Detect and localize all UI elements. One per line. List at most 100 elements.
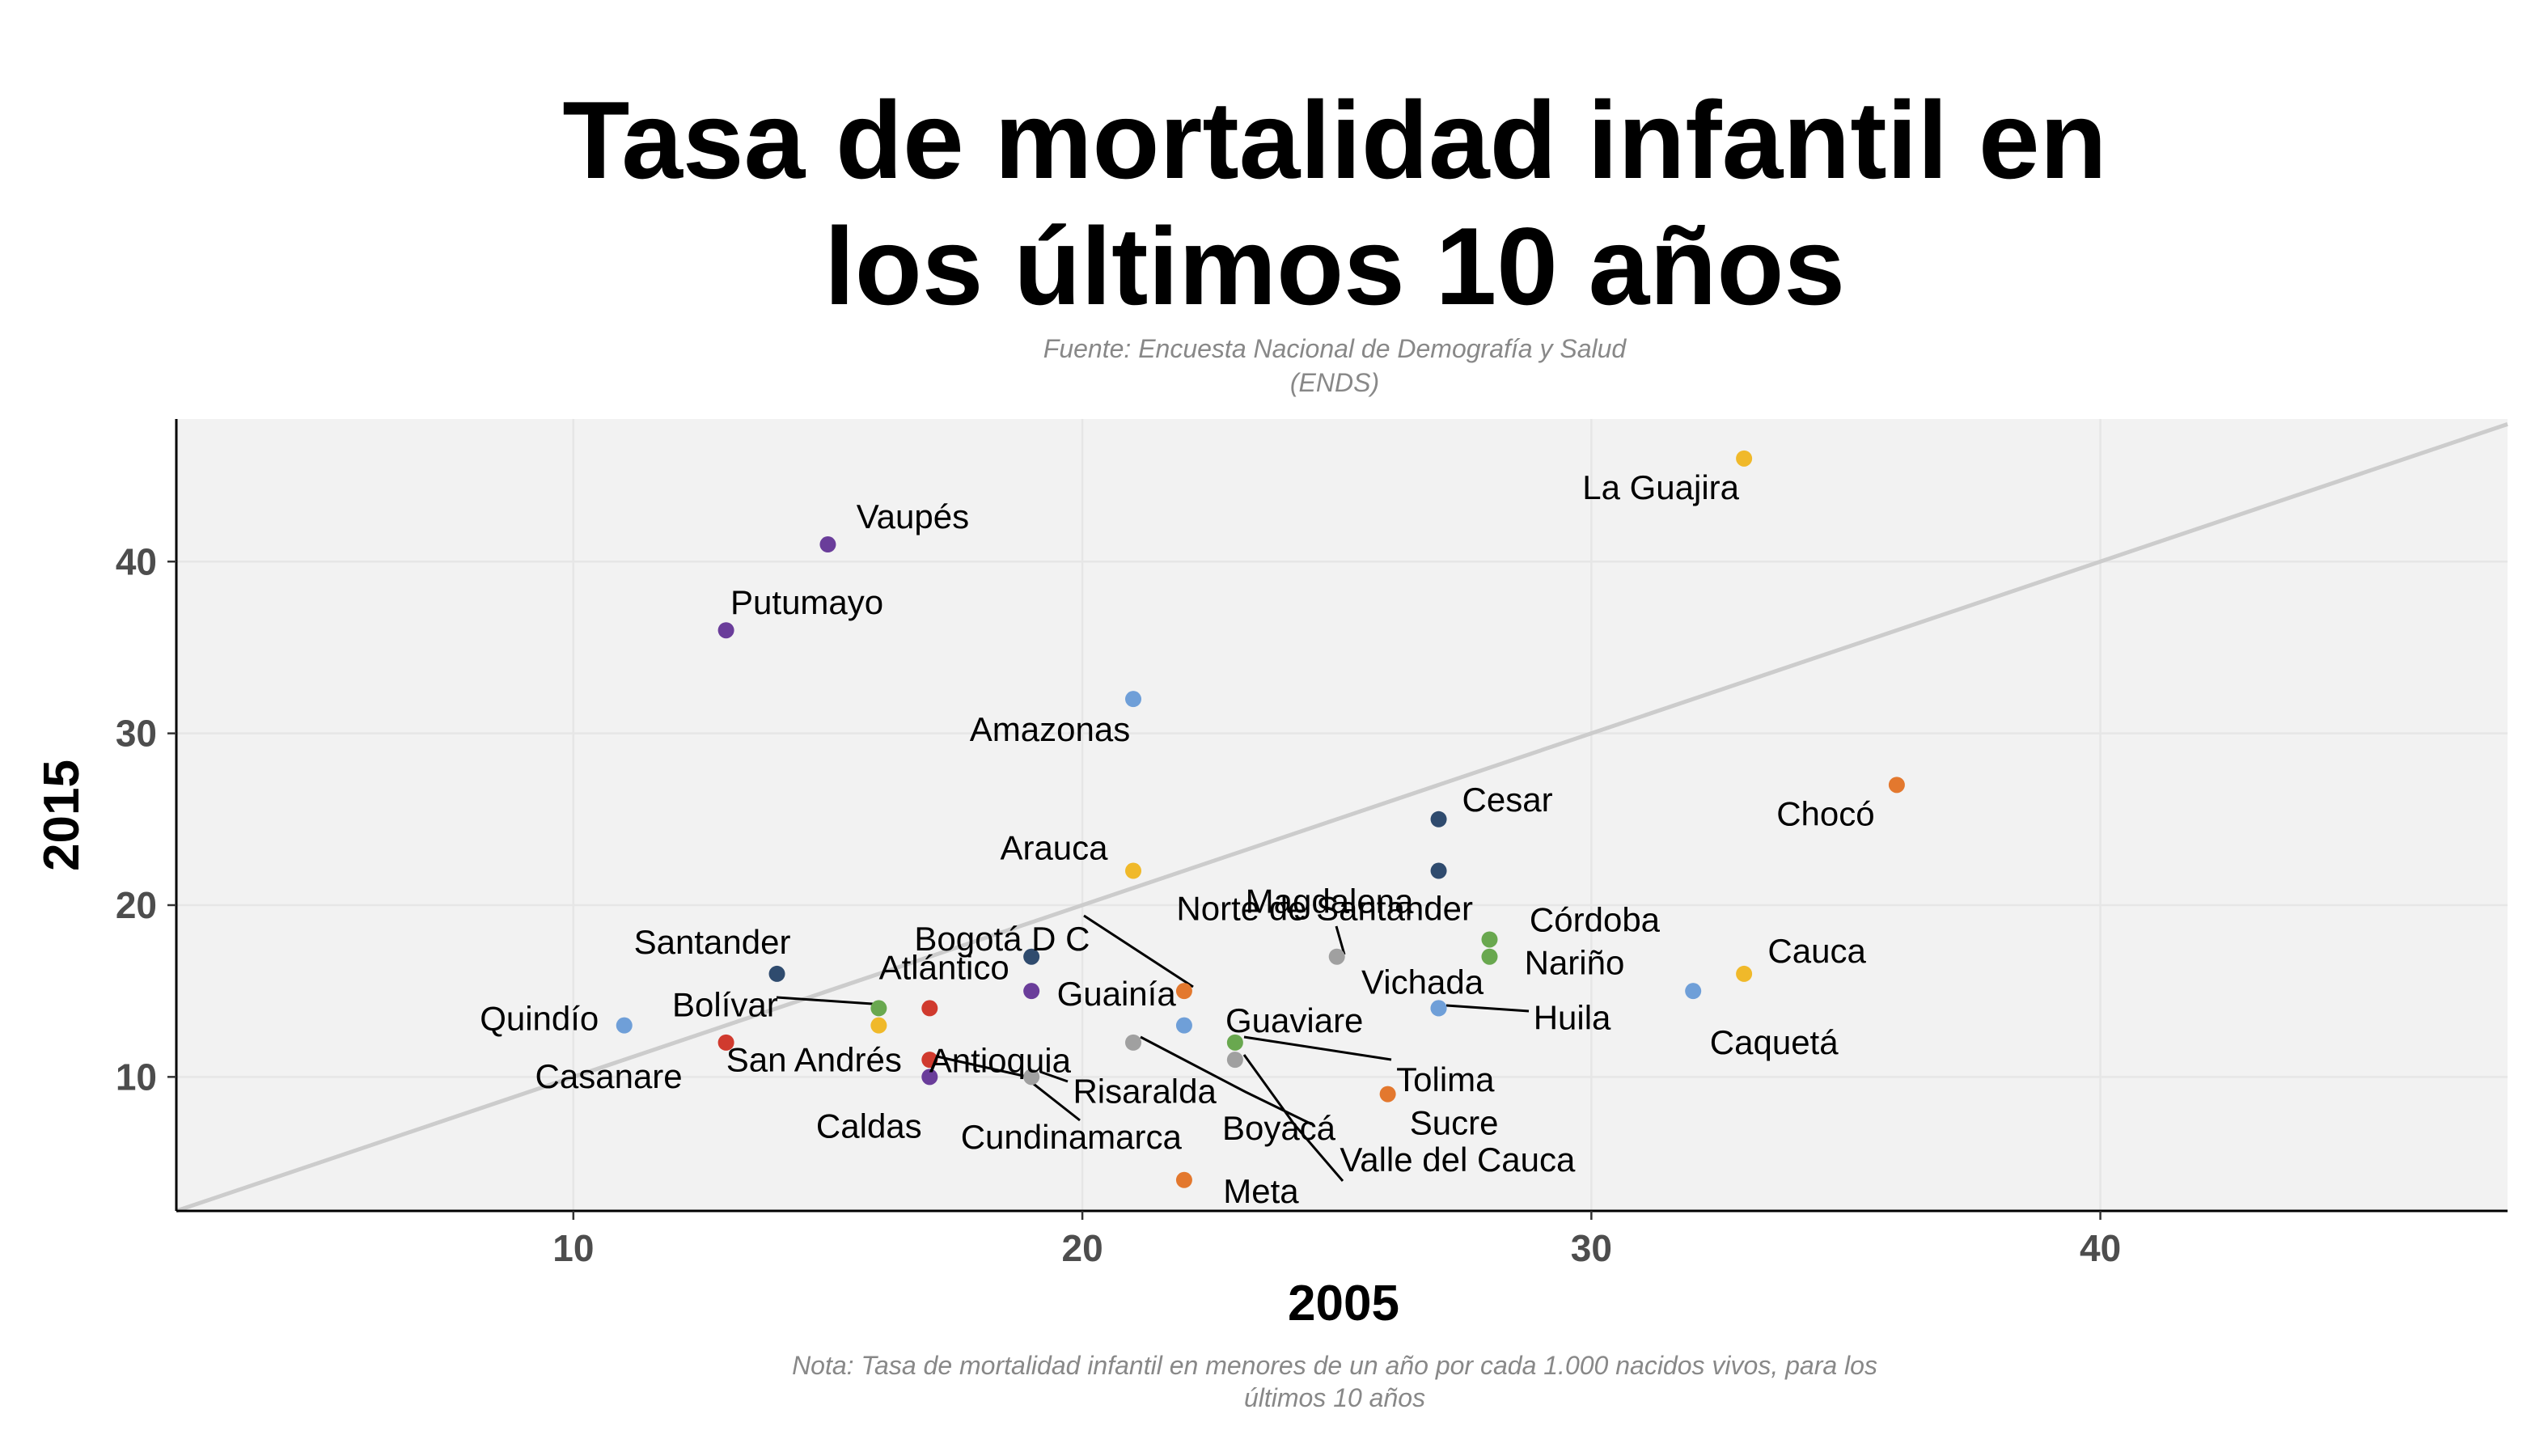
leader-line-norte-de-santander: [1335, 925, 1346, 955]
point-bogota-d-c: [1175, 983, 1192, 1000]
label-magdalena: Magdalena: [1246, 882, 1414, 921]
leader-line-bolivar: [776, 996, 885, 1006]
label-cundinamarca: Cundinamarca: [961, 1118, 1183, 1156]
point-norte-de-santander: [1328, 948, 1345, 965]
label-risaralda: Risaralda: [1073, 1072, 1217, 1110]
chart-subtitle-line-1: Fuente: Encuesta Nacional de Demografía …: [1043, 334, 1627, 363]
point-vaupes: [819, 536, 836, 553]
point-caldas: [921, 1069, 938, 1086]
point-cauca: [1736, 965, 1753, 982]
chart-caption-line-1: Nota: Tasa de mortalidad infantil en men…: [792, 1351, 1877, 1380]
point-putumayo: [717, 622, 734, 639]
y-axis-title: 2015: [34, 760, 90, 871]
point-amazonas: [1125, 691, 1142, 708]
label-choco: Chocó: [1776, 794, 1874, 832]
label-valle-del-cauca: Valle del Cauca: [1340, 1141, 1576, 1179]
leader-line-risaralda: [1039, 1070, 1069, 1083]
chart-caption: Nota: Tasa de mortalidad infantil en men…: [0, 1349, 2548, 1414]
point-cundinamarca: [921, 1052, 938, 1069]
label-guaviare: Guaviare: [1225, 1001, 1363, 1039]
label-narino: Nariño: [1525, 944, 1625, 982]
label-guainia: Guainía: [1057, 975, 1177, 1013]
label-arauca: Arauca: [1000, 829, 1108, 867]
leader-line-huila: [1445, 1004, 1530, 1013]
label-norte-de-santander: Norte de Santander: [1176, 890, 1473, 928]
point-meta: [1175, 1171, 1192, 1188]
point-cordoba: [1481, 931, 1498, 948]
point-tolima: [1226, 1034, 1243, 1051]
label-vaupes: Vaupés: [857, 497, 969, 535]
point-san-andres: [921, 1000, 938, 1017]
point-atlantico: [1023, 948, 1040, 965]
point-magdalena: [1430, 862, 1447, 879]
x-tick-label-20: 20: [1061, 1227, 1103, 1269]
point-guainia: [1023, 983, 1040, 1000]
x-tick-label-30: 30: [1571, 1227, 1612, 1269]
label-amazonas: Amazonas: [970, 710, 1130, 748]
label-cauca: Cauca: [1767, 932, 1866, 970]
leader-line-bogota-d-c: [1083, 914, 1194, 988]
point-sucre: [1379, 1086, 1396, 1103]
chart-subtitle-line-2: (ENDS): [1289, 368, 1380, 397]
x-tick-label-40: 40: [2080, 1227, 2121, 1269]
point-guaviare: [1175, 1017, 1192, 1034]
label-bogota-d-c: Bogotá D C: [914, 920, 1090, 958]
chart-subtitle: Fuente: Encuesta Nacional de Demografía …: [0, 332, 2548, 400]
y-tick-label-40: 40: [116, 540, 157, 582]
label-caqueta: Caquetá: [1710, 1023, 1839, 1061]
label-antioquia: Antioquia: [929, 1042, 1072, 1080]
x-axis-title: 2005: [1288, 1276, 1399, 1331]
label-san-andres: San Andrés: [726, 1040, 902, 1078]
point-arauca: [1125, 862, 1142, 879]
label-sucre: Sucre: [1410, 1104, 1499, 1142]
label-leader-lines: [776, 914, 1530, 1182]
y-tick-label-20: 20: [116, 884, 157, 926]
label-boyaca: Boyacá: [1222, 1109, 1336, 1147]
leader-line-tolima: [1243, 1035, 1392, 1061]
y-tick-label-30: 30: [116, 713, 157, 755]
point-caqueta: [1685, 983, 1702, 1000]
label-santander: Santander: [634, 923, 791, 961]
data-points: [616, 450, 1905, 1188]
point-risaralda: [1023, 1069, 1040, 1086]
label-la-guajira: La Guajira: [1582, 468, 1739, 506]
point-choco: [1888, 777, 1905, 794]
label-tolima: Tolima: [1396, 1060, 1495, 1098]
chart-title-line-1: Tasa de mortalidad infantil en: [562, 78, 2107, 201]
point-cesar: [1430, 811, 1447, 827]
label-huila: Huila: [1534, 998, 1611, 1036]
point-huila: [1430, 1000, 1447, 1017]
reference-line-group: [176, 422, 2508, 1213]
chart-title-line-2: los últimos 10 años: [823, 205, 1846, 328]
label-caldas: Caldas: [816, 1107, 922, 1145]
point-valle-del-cauca: [1226, 1052, 1243, 1069]
leader-line-boyaca: [1140, 1035, 1313, 1126]
label-meta: Meta: [1223, 1172, 1299, 1210]
leader-line-valle-del-cauca: [1242, 1054, 1344, 1182]
label-atlantico: Atlántico: [879, 949, 1009, 987]
identity-reference-line: [176, 422, 2508, 1213]
point-narino: [1481, 948, 1498, 965]
label-quindio: Quindío: [480, 1000, 599, 1038]
point-antioquia: [870, 1017, 887, 1034]
leader-line-cundinamarca: [936, 1055, 1081, 1122]
point-bolivar: [870, 1000, 887, 1017]
point-casanare: [717, 1034, 734, 1051]
grid-lines: [176, 419, 2508, 1211]
chart-caption-line-2: últimos 10 años: [1243, 1383, 1426, 1412]
axes: 10 20 30 40 10 20 30 40: [116, 419, 2508, 1269]
label-vichada: Vichada: [1361, 963, 1484, 1001]
point-quindio: [616, 1017, 633, 1034]
label-putumayo: Putumayo: [730, 583, 883, 621]
point-la-guajira: [1736, 450, 1753, 467]
label-cesar: Cesar: [1462, 781, 1553, 819]
y-tick-label-10: 10: [116, 1056, 157, 1098]
chart-title: Tasa de mortalidad infantil en los últim…: [0, 77, 2548, 329]
point-boyaca: [1125, 1034, 1142, 1051]
x-tick-label-10: 10: [552, 1227, 594, 1269]
label-bolivar: Bolívar: [672, 985, 778, 1023]
label-casanare: Casanare: [535, 1057, 683, 1095]
label-cordoba: Córdoba: [1530, 900, 1661, 938]
point-labels: La Guajira Vaupés Putumayo Amazonas Chocó Ces…: [480, 468, 1874, 1210]
